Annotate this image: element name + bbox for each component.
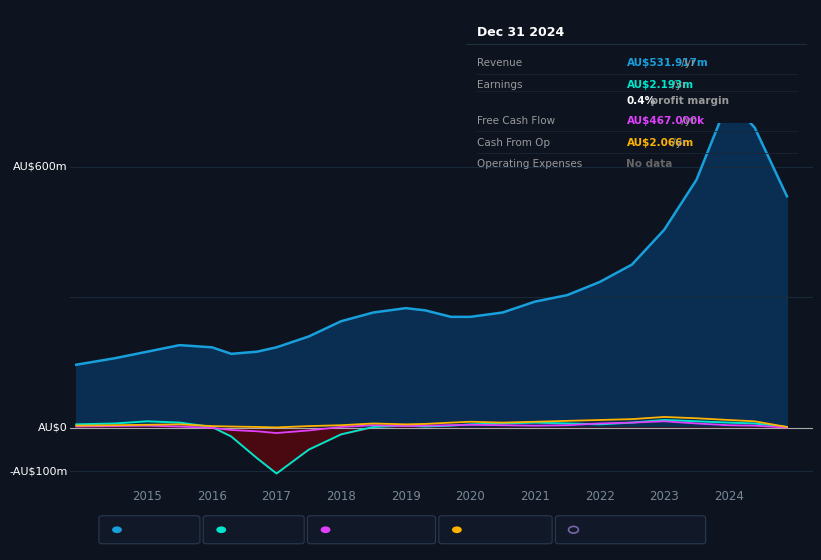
Text: AU$2.066m: AU$2.066m [626,138,694,148]
Text: /yr: /yr [669,138,686,148]
Text: -AU$100m: -AU$100m [9,466,67,477]
Text: Cash From Op: Cash From Op [476,138,549,148]
Text: /yr: /yr [678,58,695,68]
Text: Earnings: Earnings [476,80,522,90]
Text: profit margin: profit margin [647,96,729,106]
Text: AU$531.917m: AU$531.917m [626,58,709,68]
Text: Operating Expenses: Operating Expenses [476,159,582,169]
Text: Free Cash Flow: Free Cash Flow [476,116,555,127]
Text: Revenue: Revenue [476,58,521,68]
Text: Operating Expenses: Operating Expenses [584,525,695,535]
Text: Cash From Op: Cash From Op [466,525,544,535]
Text: /yr: /yr [669,80,686,90]
Text: Revenue: Revenue [126,525,176,535]
Text: /yr: /yr [678,116,695,127]
Text: AU$0: AU$0 [38,423,67,433]
Text: Earnings: Earnings [232,525,280,535]
Text: AU$2.193m: AU$2.193m [626,80,694,90]
Text: 0.4%: 0.4% [626,96,656,106]
Text: AU$600m: AU$600m [13,162,67,172]
Text: Free Cash Flow: Free Cash Flow [336,525,419,535]
Text: No data: No data [626,159,673,169]
Text: Dec 31 2024: Dec 31 2024 [476,26,564,39]
Text: AU$467.000k: AU$467.000k [626,116,704,127]
